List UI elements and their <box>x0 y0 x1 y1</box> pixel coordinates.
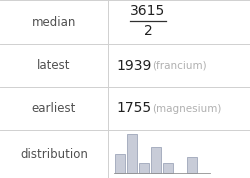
Text: distribution: distribution <box>20 148 87 161</box>
Text: latest: latest <box>37 59 70 72</box>
Bar <box>162 163 172 173</box>
Text: 1939: 1939 <box>116 59 151 72</box>
Bar <box>114 153 125 173</box>
Text: (magnesium): (magnesium) <box>152 103 220 114</box>
Text: earliest: earliest <box>32 102 76 115</box>
Bar <box>186 157 196 173</box>
Bar <box>126 134 137 173</box>
Bar <box>138 163 149 173</box>
Bar <box>150 147 161 173</box>
Text: median: median <box>32 15 76 28</box>
Text: 3615: 3615 <box>130 4 165 18</box>
Text: 2: 2 <box>143 24 152 38</box>
Text: (francium): (francium) <box>152 61 206 70</box>
Text: 1755: 1755 <box>116 101 150 116</box>
